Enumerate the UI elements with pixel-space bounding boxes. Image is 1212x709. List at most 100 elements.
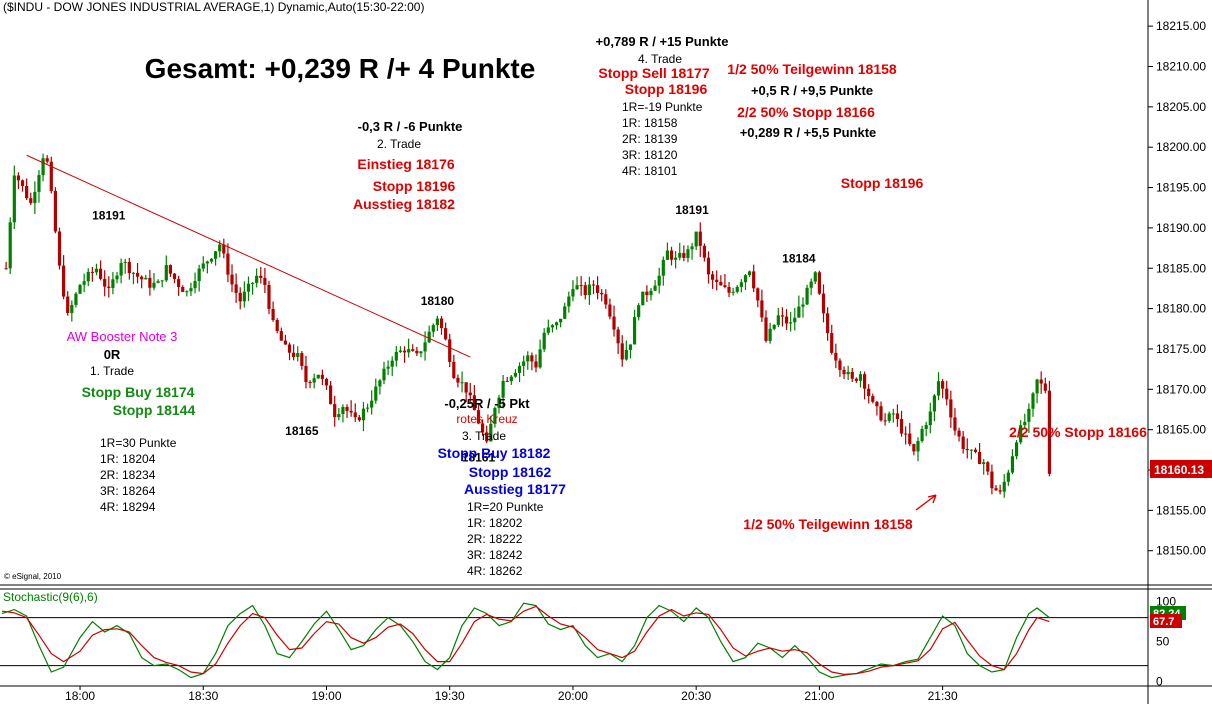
bar-body: [1031, 393, 1035, 409]
swing-label: 18180: [421, 294, 455, 308]
bar-body: [932, 395, 937, 412]
bar-body: [20, 180, 25, 187]
price-bar: [37, 170, 41, 203]
price-bar: [653, 280, 657, 292]
price-bar: [353, 403, 357, 422]
x-tick-label: 21:30: [928, 689, 958, 703]
price-bar: [706, 251, 711, 284]
bar-body: [702, 245, 706, 258]
stoch-d-value: 67.7: [1153, 616, 1174, 628]
price-bar: [152, 273, 156, 291]
bar-body: [415, 350, 419, 354]
bar-body: [1006, 472, 1010, 482]
price-bar: [936, 372, 941, 401]
bar-body: [875, 401, 879, 407]
bar-body: [242, 291, 246, 302]
bar-body: [411, 349, 415, 351]
price-bar: [279, 327, 283, 341]
bar-body: [706, 257, 711, 275]
bar-body: [797, 306, 801, 318]
bar-body: [394, 351, 398, 361]
price-bar: [953, 408, 957, 436]
price-bar: [234, 273, 238, 303]
bar-body: [193, 281, 197, 289]
annotation-text: Stopp 18144: [113, 402, 196, 418]
bar-body: [801, 304, 805, 307]
x-tick-label: 18:00: [65, 689, 95, 703]
bar-body: [480, 423, 485, 433]
price-bar: [526, 351, 530, 370]
bar-body: [382, 368, 386, 381]
annotation-text: Stopp 18196: [625, 81, 708, 97]
trendline: [26, 154, 471, 358]
price-bar: [842, 366, 846, 380]
price-bar: [846, 365, 850, 380]
price-bar: [357, 414, 361, 422]
bar-body: [361, 408, 366, 421]
price-bar: [1019, 420, 1023, 445]
price-bar: [370, 390, 374, 415]
price-bar: [419, 350, 423, 358]
price-bar: [25, 178, 29, 200]
price-bar: [111, 272, 115, 295]
bar-body: [431, 325, 435, 332]
bar-body: [135, 272, 140, 277]
bar-body: [160, 280, 164, 282]
annotation-text: 1/2 50% Teilgewinn 18158: [727, 61, 897, 77]
price-bar: [517, 362, 522, 383]
y-tick-label: 18210.00: [1156, 59, 1206, 73]
price-bar: [871, 393, 875, 404]
price-bar: [904, 426, 908, 445]
price-bar: [575, 276, 579, 291]
bar-body: [37, 175, 41, 192]
price-bar: [941, 379, 945, 399]
bar-body: [690, 246, 694, 250]
bar-body: [645, 291, 649, 296]
price-bar: [834, 343, 838, 369]
bar-body: [850, 371, 854, 379]
bar-body: [168, 265, 173, 274]
price-bar: [115, 271, 119, 284]
bar-body: [641, 291, 645, 306]
bar-body: [353, 412, 357, 418]
price-bar: [480, 419, 485, 436]
bar-body: [308, 382, 312, 384]
annotation-text: 4R: 18294: [100, 500, 156, 514]
bar-body: [887, 413, 891, 421]
price-bar: [711, 271, 715, 289]
bar-body: [780, 315, 785, 317]
bar-body: [300, 353, 304, 366]
bar-body: [998, 490, 1002, 492]
annotation-text: -0,25R / -5 Pkt: [444, 396, 530, 411]
y-tick-label: 18175.00: [1156, 342, 1206, 356]
price-bar: [94, 263, 99, 276]
annotation-text: 3. Trade: [462, 429, 506, 443]
bar-body: [398, 350, 403, 352]
bar-body: [895, 413, 900, 420]
bar-body: [986, 462, 990, 472]
price-bar: [444, 322, 448, 341]
price-bar: [107, 276, 111, 298]
bar-body: [990, 471, 994, 489]
bar-body: [419, 351, 423, 354]
price-bar: [1039, 371, 1043, 394]
bar-body: [768, 328, 772, 341]
price-bar: [747, 270, 752, 278]
bar-body: [246, 283, 251, 292]
price-bar: [899, 410, 904, 437]
price-bar: [1010, 449, 1015, 475]
bar-body: [82, 281, 86, 285]
bar-body: [119, 262, 123, 276]
price-bar: [501, 374, 505, 409]
bar-body: [628, 344, 633, 350]
bar-body: [965, 448, 969, 451]
price-bar: [304, 355, 308, 389]
bar-body: [579, 285, 583, 287]
x-tick-label: 20:00: [558, 689, 588, 703]
bar-body: [575, 285, 579, 290]
price-bar: [324, 377, 329, 391]
bar-body: [341, 406, 345, 415]
price-bar: [333, 395, 337, 427]
price-bar: [879, 401, 883, 422]
bar-body: [764, 317, 768, 341]
